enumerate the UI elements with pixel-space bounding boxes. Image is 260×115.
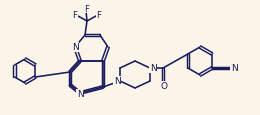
Text: F: F (73, 11, 77, 20)
Text: N: N (77, 90, 83, 99)
Text: N: N (72, 43, 78, 52)
Text: N: N (231, 64, 237, 73)
Text: F: F (96, 11, 101, 20)
Text: N: N (150, 64, 156, 73)
Text: N: N (114, 77, 120, 86)
Text: F: F (84, 4, 89, 13)
Text: O: O (160, 82, 167, 91)
